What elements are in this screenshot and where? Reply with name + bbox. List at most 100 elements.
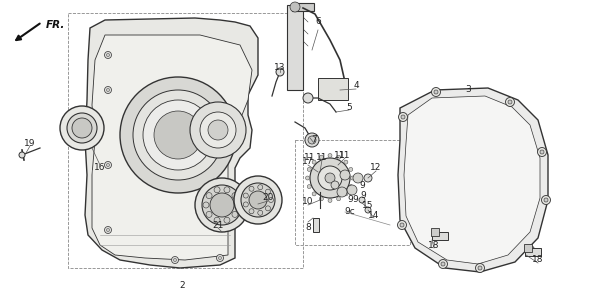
Circle shape [347, 185, 357, 195]
Bar [318, 78, 348, 100]
Bar [432, 232, 448, 240]
Circle shape [172, 256, 179, 263]
Circle shape [438, 259, 447, 268]
Circle shape [249, 191, 267, 209]
Circle shape [235, 202, 241, 208]
Circle shape [241, 183, 275, 217]
Circle shape [401, 115, 405, 119]
Circle shape [104, 86, 112, 94]
Polygon shape [92, 35, 252, 260]
Circle shape [190, 102, 246, 158]
Circle shape [202, 185, 242, 225]
Circle shape [303, 93, 313, 103]
Circle shape [319, 155, 323, 159]
Circle shape [107, 54, 110, 57]
Text: 18: 18 [428, 240, 440, 250]
Circle shape [266, 206, 270, 211]
Circle shape [359, 197, 365, 203]
Circle shape [349, 185, 353, 189]
Circle shape [154, 111, 202, 159]
Text: 10: 10 [302, 197, 314, 206]
Circle shape [542, 196, 550, 204]
Text: 20: 20 [263, 194, 274, 203]
Circle shape [318, 166, 342, 190]
Circle shape [328, 198, 332, 203]
Circle shape [398, 221, 407, 229]
Bar [313, 218, 319, 232]
Circle shape [319, 197, 323, 201]
Text: 7: 7 [311, 135, 317, 144]
Bar [295, 140, 410, 245]
Circle shape [349, 167, 353, 171]
Circle shape [537, 147, 546, 157]
Circle shape [344, 160, 348, 164]
Circle shape [133, 90, 223, 180]
Text: 11: 11 [339, 150, 350, 160]
Circle shape [173, 259, 176, 262]
Circle shape [364, 174, 372, 182]
Circle shape [104, 51, 112, 58]
Circle shape [305, 133, 319, 147]
Circle shape [365, 207, 371, 213]
Circle shape [249, 209, 254, 214]
Circle shape [206, 211, 212, 217]
Text: 17: 17 [302, 157, 314, 166]
Circle shape [350, 176, 355, 180]
Circle shape [217, 255, 224, 262]
Circle shape [312, 192, 316, 196]
Circle shape [143, 100, 213, 170]
Circle shape [337, 187, 347, 197]
Circle shape [310, 158, 350, 198]
Circle shape [107, 88, 110, 92]
Text: 2: 2 [179, 281, 185, 290]
Circle shape [337, 155, 340, 159]
Text: 9: 9 [360, 191, 366, 200]
Text: 16: 16 [94, 163, 106, 172]
Circle shape [107, 228, 110, 231]
Circle shape [344, 192, 348, 196]
Circle shape [276, 68, 284, 76]
Circle shape [476, 263, 484, 272]
Circle shape [232, 211, 238, 217]
Circle shape [290, 2, 300, 12]
Circle shape [526, 246, 535, 255]
Bar [292, 3, 314, 11]
Circle shape [441, 262, 445, 266]
Circle shape [218, 256, 221, 259]
Circle shape [431, 88, 441, 97]
Text: 11: 11 [304, 153, 316, 162]
Circle shape [200, 112, 236, 148]
Circle shape [104, 226, 112, 234]
Circle shape [107, 163, 110, 166]
Circle shape [478, 266, 482, 270]
Circle shape [249, 186, 254, 191]
Text: 18: 18 [532, 256, 544, 265]
Bar [68, 13, 303, 268]
Text: 21: 21 [212, 221, 224, 229]
Text: 8: 8 [305, 224, 311, 232]
Circle shape [19, 152, 25, 158]
Circle shape [266, 189, 270, 194]
Circle shape [528, 248, 532, 252]
Circle shape [208, 120, 228, 140]
Text: 15: 15 [362, 200, 373, 209]
Circle shape [67, 113, 97, 143]
Polygon shape [404, 96, 540, 264]
Circle shape [243, 202, 248, 207]
Circle shape [224, 217, 230, 223]
Circle shape [258, 185, 263, 190]
Circle shape [434, 90, 438, 94]
Circle shape [306, 176, 310, 180]
Circle shape [120, 77, 236, 193]
Text: 9: 9 [359, 181, 365, 190]
Circle shape [340, 170, 350, 180]
Bar [525, 248, 541, 256]
Text: 5: 5 [346, 103, 352, 111]
Text: 13: 13 [274, 63, 286, 72]
Text: 12: 12 [371, 163, 382, 172]
Text: 19: 19 [24, 138, 36, 147]
Text: 4: 4 [353, 82, 359, 91]
Circle shape [506, 98, 514, 107]
Circle shape [206, 193, 212, 199]
Circle shape [337, 197, 340, 201]
